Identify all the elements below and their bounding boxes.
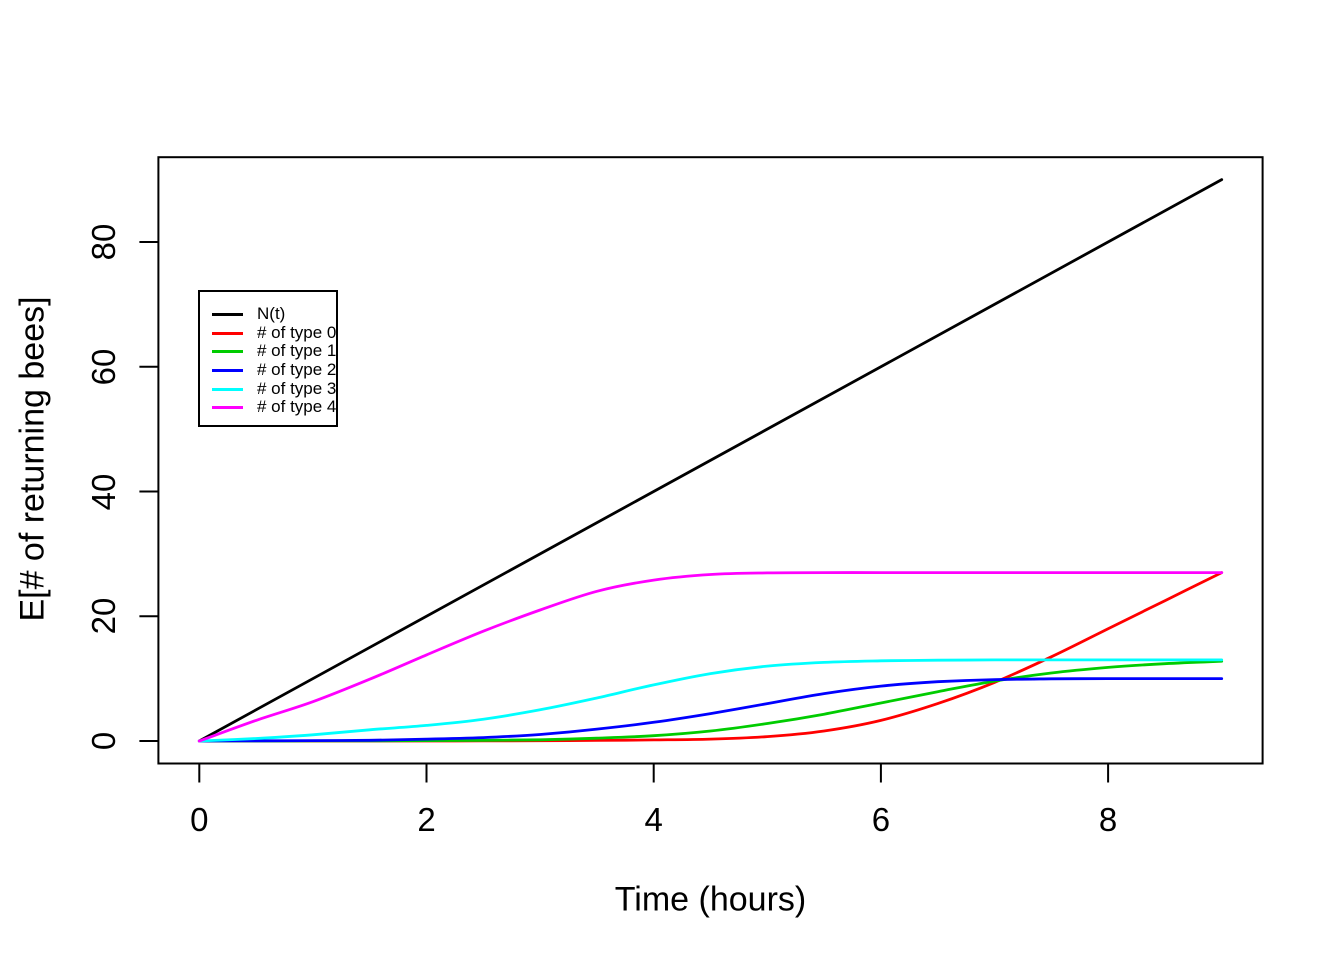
- legend-line-swatch: [212, 387, 243, 391]
- series-line-4: [197, 658, 1224, 743]
- plot-box: [157, 156, 1264, 765]
- y-tick-label: 0: [85, 731, 122, 751]
- series-line-0: [197, 178, 1224, 743]
- y-tick-label: 40: [85, 473, 122, 510]
- legend-item: # of type 1: [200, 342, 336, 361]
- legend-item: # of type 3: [200, 378, 337, 399]
- legend-item: # of type 4: [200, 398, 336, 417]
- x-tick-label: 6: [871, 801, 891, 838]
- y-tick-label: 60: [85, 348, 122, 386]
- legend-line-swatch: [212, 331, 243, 335]
- legend-line-swatch: [212, 350, 243, 354]
- legend-line-swatch: [212, 312, 243, 316]
- series-line-3: [197, 677, 1224, 743]
- legend-item: N(t): [200, 304, 336, 324]
- x-tick-label: 8: [1098, 801, 1118, 838]
- legend-label: N(t): [257, 304, 286, 323]
- x-axis-title: Time (hours): [614, 880, 807, 919]
- legend-item: # of type 0: [200, 322, 337, 343]
- legend-label: # of type 4: [257, 397, 337, 417]
- x-tick-label: 2: [417, 801, 436, 838]
- legend-label: # of type 1: [257, 341, 337, 361]
- y-tick-label: 80: [85, 223, 122, 261]
- legend-line-swatch: [212, 406, 243, 410]
- legend-label: # of type 2: [257, 360, 337, 380]
- y-tick-label: 20: [85, 597, 122, 635]
- legend-label: # of type 0: [257, 322, 337, 342]
- y-axis-title: E[# of returning bees]: [13, 296, 52, 622]
- legend-line-swatch: [212, 368, 243, 372]
- series-line-5: [197, 571, 1224, 743]
- legend: N(t) # of type 0 # of type 1 # of type 2 # o…: [198, 290, 338, 427]
- legend-label: # of type 3: [257, 378, 337, 398]
- legend-item: # of type 2: [200, 360, 337, 380]
- x-tick-label: 4: [644, 801, 663, 838]
- x-tick-label: 0: [190, 801, 209, 838]
